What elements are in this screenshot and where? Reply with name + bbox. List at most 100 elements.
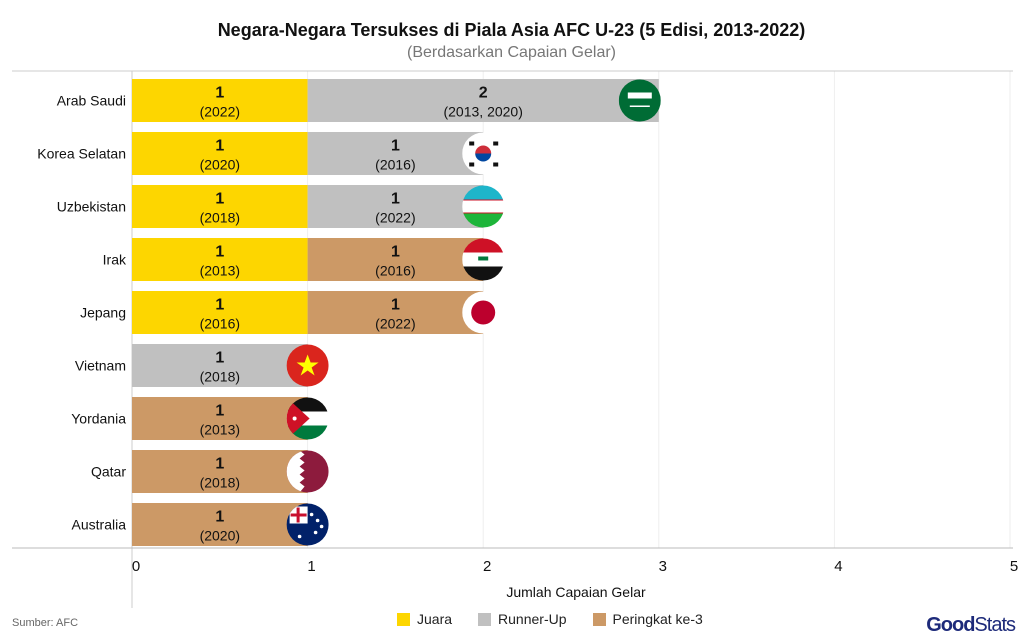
flag-part (462, 212, 505, 214)
bar-value-label: 1 (215, 403, 224, 420)
logo-bold: Good (926, 614, 975, 636)
logo-light: Stats (974, 614, 1016, 636)
bar-value-label: 1 (215, 297, 224, 314)
flag-part (462, 213, 505, 228)
bar-year-label: (2020) (200, 157, 240, 173)
source-note: Sumber: AFC (12, 617, 79, 629)
bar-value-label: 1 (215, 350, 224, 367)
flag-part (475, 153, 492, 162)
flag-part (478, 256, 489, 261)
flag-part (627, 92, 652, 99)
flag-saudi-arabia-icon (618, 79, 661, 122)
x-tick-label: 2 (483, 558, 491, 575)
flag-part (309, 512, 314, 517)
legend-item-runner-up: Runner-Up (478, 611, 567, 627)
bar-runner-up (132, 344, 308, 387)
flag-part (315, 518, 320, 523)
flag-part (296, 507, 300, 523)
flag-qatar-icon (286, 450, 329, 493)
flag-part (462, 199, 505, 201)
bar-year-label: (2013, 2020) (443, 104, 522, 120)
bar-year-label: (2016) (375, 157, 415, 173)
x-tick-label: 1 (307, 558, 315, 575)
bar-value-label: 1 (215, 85, 224, 102)
flag-body (462, 238, 505, 281)
bar-peringkat-ke-3 (132, 450, 308, 493)
legend-item-peringkat-3: Peringkat ke-3 (592, 611, 703, 627)
flag-iraq-icon (462, 238, 505, 281)
bar-peringkat-ke-3 (307, 238, 484, 281)
bar-year-label: (2022) (200, 104, 240, 120)
bar-peringkat-ke-3 (307, 291, 484, 334)
flag-part (286, 397, 310, 440)
x-axis-title: Jumlah Capaian Gelar (506, 584, 646, 600)
bar-peringkat-ke-3 (132, 397, 308, 440)
flag-part (493, 141, 499, 146)
bar-year-label: (2013) (200, 263, 240, 279)
flag-part (462, 266, 505, 281)
flag-body (618, 79, 661, 122)
bar-runner-up (307, 185, 484, 228)
flag-south-korea-icon (462, 132, 505, 175)
flag-body (286, 450, 329, 493)
flag-jordan-icon (286, 397, 329, 440)
flag-japan-icon (462, 291, 505, 334)
flag-body (462, 132, 505, 175)
legend-swatch (592, 612, 606, 626)
bar-runner-up (307, 79, 659, 122)
flag-part (286, 450, 305, 493)
y-tick-label: Qatar (91, 464, 126, 480)
flag-uzbekistan-icon (462, 185, 505, 228)
legend-label: Runner-Up (498, 611, 567, 627)
bar-year-label: (2013) (200, 422, 240, 438)
chart-subtitle: (Berdasarkan Capaian Gelar) (407, 44, 616, 61)
bar-year-label: (2016) (200, 316, 240, 332)
y-tick-label: Jepang (80, 305, 126, 321)
flag-part (629, 105, 650, 107)
bar-value-label: 1 (215, 244, 224, 261)
flag-part (618, 79, 661, 122)
y-tick-label: Korea Selatan (37, 146, 126, 162)
flag-part (297, 534, 302, 539)
flag-part (296, 354, 319, 376)
bar-year-label: (2018) (200, 210, 240, 226)
bar-year-label: (2020) (200, 528, 240, 544)
flag-part (471, 300, 496, 325)
y-tick-label: Uzbekistan (57, 199, 126, 215)
bar-year-label: (2022) (375, 316, 415, 332)
flag-australia-icon (286, 503, 329, 546)
x-tick-label: 3 (659, 558, 667, 575)
flag-part (475, 145, 492, 154)
legend: Juara Runner-Up Peringkat ke-3 (397, 611, 729, 627)
legend-item-juara: Juara (397, 611, 452, 627)
bar-runner-up (307, 132, 484, 175)
bar-juara (132, 79, 308, 122)
flag-body (462, 291, 505, 334)
legend-label: Peringkat ke-3 (612, 611, 703, 627)
legend-swatch (397, 612, 410, 626)
flag-part (469, 162, 475, 167)
y-tick-label: Vietnam (75, 358, 126, 374)
bar-juara (132, 238, 308, 281)
bar-juara (132, 185, 308, 228)
y-tick-label: Arab Saudi (57, 93, 126, 109)
chart-title: Negara-Negara Tersukses di Piala Asia AF… (217, 20, 806, 40)
bar-year-label: (2022) (375, 210, 415, 226)
bar-value-label: 1 (391, 297, 400, 314)
bar-value-label: 1 (391, 191, 400, 208)
x-tick-label: 5 (1010, 558, 1018, 575)
flag-body (286, 397, 329, 440)
bar-juara (132, 132, 308, 175)
goodstats-logo: GoodStats (926, 614, 1016, 637)
bar-value-label: 1 (215, 509, 224, 526)
flag-part (469, 141, 475, 146)
bar-year-label: (2018) (200, 475, 240, 491)
bar-peringkat-ke-3 (132, 503, 308, 546)
x-tick-label: 0 (132, 558, 140, 575)
flag-part (319, 524, 324, 529)
bar-value-label: 1 (215, 191, 224, 208)
flag-part (292, 416, 297, 421)
bar-year-label: (2018) (200, 369, 240, 385)
